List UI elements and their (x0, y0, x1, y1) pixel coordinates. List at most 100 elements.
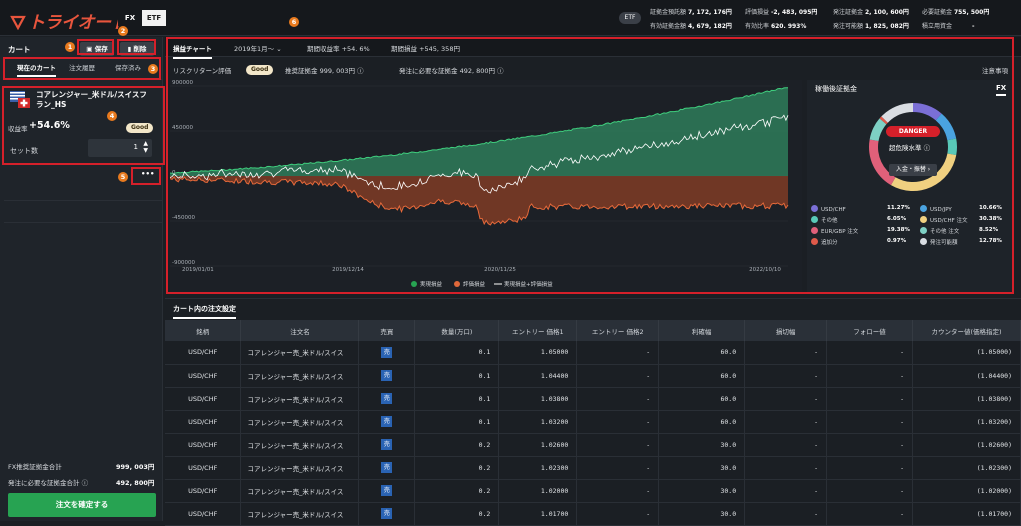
legend-name: その他 注文 (930, 229, 960, 235)
info-icon[interactable]: ⓘ (81, 479, 89, 487)
cart-title: カート (8, 45, 31, 54)
realized-pl-area (170, 87, 788, 176)
logo-text: トライオート (28, 13, 128, 33)
cell-value: (1.02300) (912, 456, 1021, 480)
cell-value: - (744, 456, 828, 480)
tab-order-history[interactable]: 注文履歴 (69, 64, 95, 72)
cell-side: 売 (358, 456, 416, 480)
account-required-margin: 必要証拠金 755, 500円 (922, 9, 990, 16)
column-header: 利確幅 (658, 320, 746, 341)
margin-donut-chart (869, 103, 957, 191)
table-row[interactable]: USD/CHF コアレンジャー売_米ドル/スイス売 0.1 1.03800-60.0-… (165, 387, 1021, 411)
cell-side: 売 (358, 341, 416, 365)
cell-side: 売 (358, 479, 416, 503)
account-effective-margin: 有効証拠金額 4, 679, 182円 (650, 23, 732, 30)
legend-dot (920, 216, 927, 223)
tab-saved[interactable]: 保存済み (115, 64, 141, 72)
cell-side: 売 (358, 410, 416, 434)
save-button[interactable]: ▣ 保存 (80, 42, 114, 56)
table-row[interactable]: USD/CHF コアレンジャー売_米ドル/スイス売 0.1 1.04400-60.0-… (165, 364, 1021, 388)
cart-item-card[interactable]: コアレンジャー_米ドル/スイスフラン_HS 収益率 +54.6% Good セッ… (4, 87, 162, 201)
table-row[interactable]: USD/CHF コアレンジャー売_米ドル/スイス売 0.2 1.01700-30.0-… (165, 502, 1021, 526)
total-pl-line (170, 114, 789, 194)
cell-value: 1.01700 (498, 502, 578, 526)
mode-fx-button[interactable]: FX (118, 10, 142, 26)
annotation-badge-2: 2 (118, 26, 128, 36)
legend-dot (811, 216, 818, 223)
sell-badge: 売 (381, 393, 393, 404)
legend-pct: 0.97% (887, 238, 907, 244)
cart-panel: カート ▣ 保存 ▮ 削除 現在のカート 注文履歴 保存済み コアレンジャー_米… (0, 37, 163, 521)
cell-value: 1.02300 (498, 456, 578, 480)
deposit-transfer-button[interactable]: 入金・振替 › (889, 164, 937, 176)
summary-req-margin-label: 発注に必要な証拠金合計 ⓘ (8, 479, 89, 487)
account-unrealized-pl: 評価損益 -2, 483, 095円 (745, 9, 818, 16)
legend-item: その他 注文 (920, 227, 959, 235)
tab-fx[interactable]: FX (996, 84, 1007, 96)
period-yield: 期間収益率 +54. 6% (307, 45, 370, 53)
orders-table-header: 銘柄 注文名 売買 数量(万口) エントリー 価格1 エントリー 価格2 利確幅 損切幅 フォロ… (165, 320, 1021, 341)
legend-name: USD/JPY (930, 207, 952, 213)
column-header: 売買 (358, 320, 416, 341)
period-pl: 期間損益 +545, 358円 (391, 45, 460, 53)
cart-item-name: コアレンジャー_米ドル/スイスフラン_HS (36, 90, 147, 109)
table-row[interactable]: USD/CHF コアレンジャー売_米ドル/スイス売 0.2 1.02000-30.0-… (165, 479, 1021, 503)
legend-name: 追加分 (821, 240, 838, 246)
cell-order-name: コアレンジャー売_米ドル/スイス (240, 433, 360, 457)
period-select[interactable]: 2019年1月～ ⌄ (234, 45, 282, 53)
risk-return-badge: Good (246, 65, 274, 75)
x-tick-label: 2022/10/10 (749, 267, 781, 273)
column-header: 注文名 (240, 320, 360, 341)
cell-value: (1.02000) (912, 479, 1021, 503)
tab-current-cart[interactable]: 現在のカート (17, 62, 56, 77)
legend-dot (920, 227, 927, 234)
table-row[interactable]: USD/CHF コアレンジャー売_米ドル/スイス売 0.1 1.03200-60.0-… (165, 410, 1021, 434)
annotation-badge-5: 5 (118, 172, 128, 182)
legend-swatch (454, 281, 460, 287)
legend-name: USD/CHF (821, 207, 846, 213)
orders-title[interactable]: カート内の注文設定 (173, 304, 236, 319)
pl-chart: 900000 450000 0 -450000 -900000 2019/01/01 20… (170, 80, 802, 293)
cell-order-name: コアレンジャー売_米ドル/スイス (240, 387, 360, 411)
donut-slice (890, 153, 957, 191)
legend-pct: 11.27% (887, 205, 910, 211)
more-options-icon[interactable]: ••• (141, 170, 155, 178)
cell-value: - (576, 387, 660, 411)
cell-value: 0.2 (414, 433, 500, 457)
confirm-order-button[interactable]: 注文を確定する (8, 493, 156, 517)
donut-slice (879, 116, 888, 125)
notes-link[interactable]: 注意事項 (982, 67, 1008, 75)
legend-name: EUR/GBP 注文 (821, 229, 859, 235)
info-icon[interactable]: ⓘ (923, 144, 931, 152)
cell-symbol: USD/CHF (165, 433, 242, 457)
recommended-margin: 推奨証拠金 999, 003円 ⓘ (285, 67, 364, 75)
summary-rec-margin-label: FX推奨証拠金合計 (8, 463, 62, 471)
account-effective-ratio: 有効比率 620. 993% (745, 23, 807, 30)
etf-account-pill[interactable]: ETF (619, 12, 641, 24)
stepper-arrows-icon[interactable]: ▲ ▼ (143, 140, 148, 154)
cell-symbol: USD/CHF (165, 410, 242, 434)
annotation-box-cart-item (2, 86, 165, 165)
y-tick-label: -450000 (172, 215, 195, 221)
legend-label: 評価損益 (463, 280, 486, 288)
cell-value: - (576, 479, 660, 503)
delete-button[interactable]: ▮ 削除 (120, 42, 154, 56)
table-row[interactable]: USD/CHF コアレンジャー売_米ドル/スイス売 0.2 1.02300-30.0-… (165, 456, 1021, 480)
table-row[interactable]: USD/CHF コアレンジャー売_米ドル/スイス売 0.2 1.02600-30.0-… (165, 433, 1021, 457)
annotation-box-delete (117, 39, 156, 55)
cell-order-name: コアレンジャー売_米ドル/スイス (240, 502, 360, 526)
mode-etf-button[interactable]: ETF (142, 10, 166, 26)
cell-value: 0.2 (414, 479, 500, 503)
donut-slice (869, 118, 887, 142)
cell-value: - (576, 341, 660, 365)
info-icon[interactable]: ⓘ (497, 67, 504, 75)
annotation-box-save (77, 39, 114, 55)
info-icon[interactable]: ⓘ (357, 67, 364, 75)
app-logo[interactable]: トライオート (10, 8, 128, 33)
cell-value: - (744, 387, 828, 411)
cell-value: 60.0 (658, 364, 746, 388)
quantity-stepper[interactable]: 1 ▲ ▼ (88, 139, 152, 157)
cell-value: 1.02600 (498, 433, 578, 457)
tab-pl-chart[interactable]: 損益チャート (173, 43, 212, 59)
table-row[interactable]: USD/CHF コアレンジャー売_米ドル/スイス売 0.1 1.05000-60.0-… (165, 341, 1021, 365)
